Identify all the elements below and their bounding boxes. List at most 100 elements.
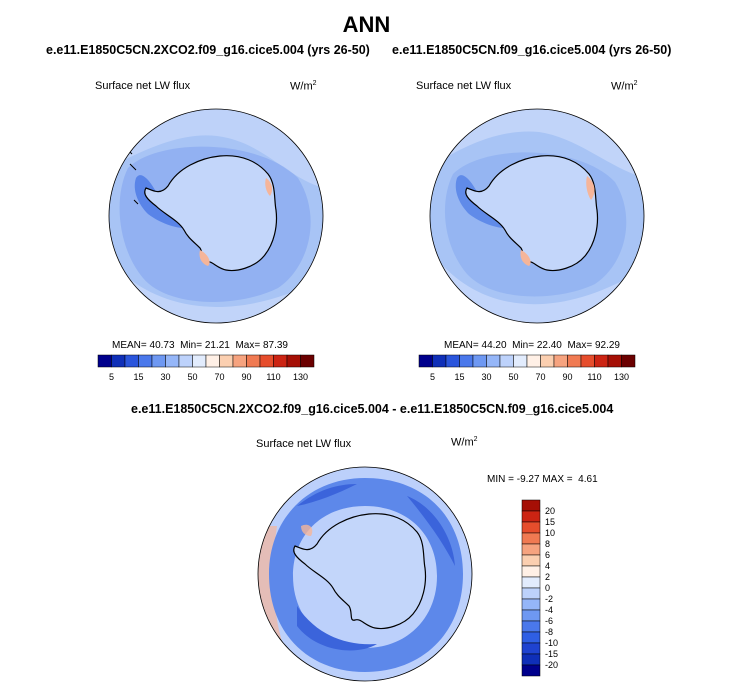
panel2-colorbar-tick-label: 90 — [562, 372, 573, 382]
panel2-colorbar-swatch — [472, 354, 487, 368]
panel2-colorbar-swatch — [540, 354, 555, 368]
diff-colorbar-tick-label: -15 — [545, 649, 559, 659]
panel1-colorbar-swatch — [205, 354, 220, 368]
diff-colorbar-swatch — [521, 653, 541, 666]
panel2-colorbar-swatch — [486, 354, 501, 368]
diff-colorbar-tick-label: 0 — [545, 583, 551, 593]
panel1-colorbar-swatch — [124, 354, 139, 368]
panel2-colorbar-tick-label: 130 — [613, 372, 630, 382]
panel1-colorbar-swatch — [97, 354, 112, 368]
diff-colorbar-tick-label: -2 — [545, 594, 554, 604]
panel2-stats: MEAN= 44.20 Min= 22.40 Max= 92.29 — [444, 340, 620, 351]
diff-polar-map — [257, 466, 473, 682]
diff-colorbar-swatch — [521, 587, 541, 600]
panel1-colorbar-swatch — [259, 354, 274, 368]
panel2-colorbar-swatch — [594, 354, 609, 368]
panel1-colorbar-tick-label: 110 — [266, 372, 281, 382]
panel2-colorbar-tick-label: 15 — [454, 372, 465, 382]
panel2-colorbar-tick-label: 5 — [429, 372, 436, 382]
panel1-case-title: e.e11.E1850C5CN.2XCO2.f09_g16.cice5.004 … — [46, 43, 370, 57]
panel2-colorbar-swatch — [432, 354, 447, 368]
panel1-colorbar-swatch — [138, 354, 153, 368]
diff-colorbar-tick-label: 8 — [545, 539, 551, 549]
panel2-colorbar-labels: 5 15 30 50 70 90 110 130 — [419, 372, 635, 384]
panel1-colorbar-tick-label: 50 — [187, 372, 198, 382]
panel2-colorbar-swatch — [553, 354, 568, 368]
diff-colorbar — [521, 499, 541, 677]
diff-colorbar-swatch — [521, 499, 541, 512]
diff-colorbar-swatch — [521, 532, 541, 545]
diff-colorbar-swatch — [521, 521, 541, 534]
panel2-colorbar-swatch — [418, 354, 433, 368]
diff-colorbar-tick-label: 4 — [545, 561, 551, 571]
panel1-colorbar-swatch — [232, 354, 247, 368]
panel2-colorbar-swatch — [607, 354, 622, 368]
diff-colorbar-tick-label: 20 — [545, 506, 556, 516]
panel2-polar-map — [429, 108, 645, 324]
panel1-colorbar-swatch — [192, 354, 207, 368]
panel1-colorbar-swatch — [151, 354, 166, 368]
diff-colorbar-tick-label: -8 — [545, 627, 554, 637]
panel2-variable-label: Surface net LW flux — [416, 80, 512, 92]
diff-colorbar-swatch — [521, 642, 541, 655]
diff-colorbar-swatch — [521, 620, 541, 633]
panel1-colorbar-tick-label: 30 — [160, 372, 171, 382]
diff-colorbar-swatch — [521, 598, 541, 611]
diff-colorbar-tick-label: 15 — [545, 517, 556, 527]
panel1-colorbar-swatch — [286, 354, 301, 368]
panel2-units: W/m2 — [611, 80, 638, 93]
panel1-colorbar-tick-label: 70 — [214, 372, 225, 382]
diff-colorbar-swatch — [521, 664, 541, 677]
panel2-colorbar-swatch — [499, 354, 514, 368]
panel1-colorbar-tick-label: 130 — [292, 372, 309, 382]
diff-colorbar-swatch — [521, 554, 541, 567]
diff-colorbar-tick-label: -10 — [545, 638, 559, 648]
panel1-units: W/m2 — [290, 80, 317, 93]
diff-colorbar-tick-label: 10 — [545, 528, 556, 538]
diff-colorbar-tick-label: -4 — [545, 605, 554, 615]
panel1-colorbar-swatch — [273, 354, 288, 368]
diff-colorbar-swatch — [521, 543, 541, 556]
panel1-colorbar-swatch — [219, 354, 234, 368]
panel2-colorbar-swatch — [567, 354, 582, 368]
panel2-colorbar-swatch — [580, 354, 595, 368]
panel2-case-title: e.e11.E1850C5CN.f09_g16.cice5.004 (yrs 2… — [392, 43, 672, 57]
panel2-colorbar-tick-label: 30 — [481, 372, 492, 382]
panel1-colorbar-swatch — [246, 354, 261, 368]
diff-colorbar-tick-label: -6 — [545, 616, 554, 626]
panel2-colorbar-swatch — [526, 354, 541, 368]
diff-colorbar-tick-label: 2 — [545, 572, 551, 582]
diff-colorbar-swatch — [521, 609, 541, 622]
panel2-colorbar-tick-label: 110 — [587, 372, 602, 382]
diff-colorbar-labels: 20 15 10 8 6 4 2 0 -2 -4 -6 -8 -10 -15 -20 — [545, 500, 575, 676]
panel1-colorbar-labels: 5 15 30 50 70 90 110 130 — [98, 372, 314, 384]
panel1-colorbar-swatch — [165, 354, 180, 368]
panel1-colorbar-tick-label: 5 — [108, 372, 115, 382]
panel2-colorbar-swatch — [459, 354, 474, 368]
panel1-colorbar-swatch — [300, 354, 315, 368]
panel2-colorbar-tick-label: 70 — [535, 372, 546, 382]
panel1-colorbar — [97, 354, 315, 368]
panel1-variable-label: Surface net LW flux — [95, 80, 191, 92]
diff-units: W/m2 — [451, 436, 478, 449]
diff-colorbar-swatch — [521, 565, 541, 578]
panel1-stats: MEAN= 40.73 Min= 21.21 Max= 87.39 — [112, 340, 288, 351]
panel2-colorbar-swatch — [621, 354, 636, 368]
diff-colorbar-tick-label: 6 — [545, 550, 551, 560]
plot-title: ANN — [342, 12, 391, 37]
diff-colorbar-swatch — [521, 576, 541, 589]
panel1-polar-map — [108, 108, 324, 324]
panel1-colorbar-tick-label: 15 — [133, 372, 144, 382]
panel1-colorbar-tick-label: 90 — [241, 372, 252, 382]
diff-colorbar-tick-label: -20 — [545, 660, 559, 670]
diff-colorbar-swatch — [521, 510, 541, 523]
diff-case-title: e.e11.E1850C5CN.2XCO2.f09_g16.cice5.004 … — [131, 402, 614, 416]
diff-stats: MIN = -9.27 MAX = 4.61 — [487, 474, 598, 485]
panel2-colorbar-tick-label: 50 — [508, 372, 519, 382]
panel1-colorbar-swatch — [111, 354, 126, 368]
panel2-colorbar-swatch — [513, 354, 528, 368]
diff-colorbar-swatch — [521, 631, 541, 644]
diff-variable-label: Surface net LW flux — [256, 438, 352, 450]
panel1-colorbar-swatch — [178, 354, 193, 368]
panel2-colorbar-swatch — [445, 354, 460, 368]
